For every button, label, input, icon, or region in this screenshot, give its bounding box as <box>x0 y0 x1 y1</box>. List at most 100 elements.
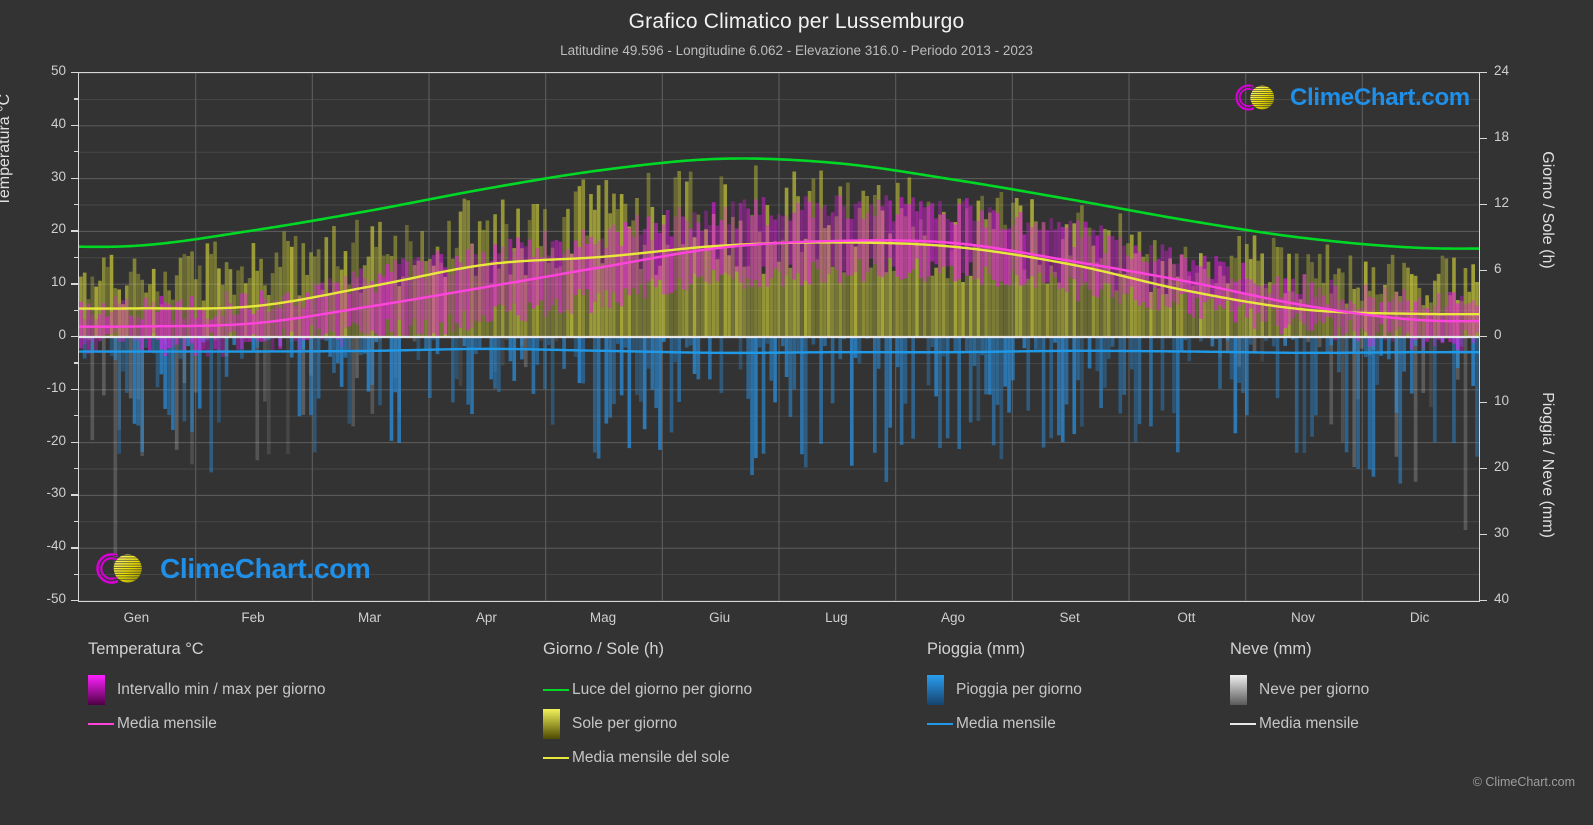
y-tick-mark-left-minor <box>74 573 78 575</box>
legend-item[interactable]: Neve per giorno <box>1230 673 1369 707</box>
y-axis-right-label-day: Giorno / Sole (h) <box>1539 151 1556 269</box>
legend-group-snow: Neve (mm) Neve per giorno Media mensile <box>1230 640 1369 741</box>
legend-line-sun <box>543 757 569 759</box>
y-tick-right-day: 18 <box>1494 129 1510 144</box>
y-tick-right-precip: 30 <box>1494 525 1510 540</box>
chart-header: Grafico Climatico per Lussemburgo Latitu… <box>0 0 1593 58</box>
y-tick-mark-left <box>71 72 78 74</box>
y-tick-right-precip: 20 <box>1494 459 1510 474</box>
climechart-mark <box>1235 83 1275 112</box>
legend-item[interactable]: Media mensile <box>1230 707 1369 741</box>
page-title: Grafico Climatico per Lussemburgo <box>628 10 965 33</box>
y-tick-mark-right <box>1480 402 1487 404</box>
y-tick-mark-left <box>71 230 78 232</box>
y-tick-mark-left <box>71 283 78 285</box>
y-tick-mark-right <box>1480 204 1487 206</box>
y-tick-mark-left-minor <box>74 204 78 206</box>
y-tick-mark-left <box>71 441 78 443</box>
x-tick-feb: Feb <box>241 610 265 625</box>
y-tick-right-day: 6 <box>1494 261 1502 276</box>
x-tick-lug: Lug <box>825 610 848 625</box>
y-tick-mark-right <box>1480 72 1487 74</box>
legend-swatch-rain <box>927 675 944 705</box>
copyright-notice: © ClimeChart.com <box>1472 775 1575 789</box>
legend-line-temperature <box>88 723 114 725</box>
legend-item[interactable]: Media mensile <box>88 707 325 741</box>
legend-title-snow: Neve (mm) <box>1230 640 1312 658</box>
monthly-curves-layer <box>79 157 1479 355</box>
y-tick-left: 50 <box>50 63 66 78</box>
y-tick-mark-right <box>1480 468 1487 470</box>
y-tick-mark-left-minor <box>74 256 78 258</box>
y-tick-left: -40 <box>46 538 66 554</box>
climechart-logo-watermark: ClimeChart.com <box>92 548 371 589</box>
y-tick-left: 10 <box>50 274 66 290</box>
y-tick-left: 0 <box>58 327 66 342</box>
chart-subtitle: Latitudine 49.596 - Longitudine 6.062 - … <box>560 43 1033 58</box>
y-tick-mark-left-minor <box>74 98 78 100</box>
y-tick-right-precip: 40 <box>1494 591 1510 606</box>
legend-line-wrap <box>543 689 569 691</box>
y-tick-mark-left-minor <box>74 415 78 417</box>
legend-label: Media mensile del sole <box>572 749 730 766</box>
y-tick-mark-left <box>71 336 78 338</box>
legend-item[interactable]: Luce del giorno per giorno <box>543 673 752 707</box>
y-tick-right-day: 12 <box>1494 195 1510 210</box>
legend-group-rain: Pioggia (mm) Pioggia per giorno Media mens… <box>927 640 1082 741</box>
climechart-logo-text: ClimeChart.com <box>1290 83 1470 111</box>
x-tick-set: Set <box>1059 610 1080 625</box>
legend-label: Intervallo min / max per giorno <box>117 681 326 698</box>
y-tick-left: 20 <box>50 221 66 237</box>
legend-item[interactable]: Pioggia per giorno <box>927 673 1082 707</box>
y-tick-left: -10 <box>46 379 66 395</box>
y-tick-mark-right <box>1480 534 1487 536</box>
y-tick-mark-right <box>1480 270 1487 272</box>
y-tick-right-day: 0 <box>1494 327 1502 342</box>
climechart-mark <box>96 552 142 585</box>
legend-swatch-snow <box>1230 675 1247 705</box>
legend-label: Neve per giorno <box>1259 681 1370 698</box>
y-tick-mark-left-minor <box>74 468 78 470</box>
legend-swatch-temperature <box>88 675 105 705</box>
chart-plot-area <box>78 72 1480 602</box>
legend-item[interactable]: Intervallo min / max per giorno <box>88 673 325 707</box>
daily-bars-layer <box>79 165 1479 567</box>
y-tick-left: -20 <box>46 432 66 448</box>
legend-swatch-sun <box>543 709 560 739</box>
y-tick-right-day: 24 <box>1494 63 1510 78</box>
legend-item[interactable]: Sole per giorno <box>543 707 752 741</box>
climechart-logo-text: ClimeChart.com <box>160 552 371 584</box>
legend-label: Luce del giorno per giorno <box>572 681 753 698</box>
x-tick-ott: Ott <box>1177 610 1196 625</box>
y-tick-mark-left-minor <box>74 362 78 364</box>
legend-label: Media mensile <box>1259 715 1359 732</box>
legend-group-sun: Giorno / Sole (h) Luce del giorno per gio… <box>543 640 752 775</box>
x-tick-dic: Dic <box>1409 610 1430 625</box>
x-tick-mag: Mag <box>589 610 617 625</box>
legend-item[interactable]: Media mensile del sole <box>543 741 752 775</box>
y-tick-mark-left <box>71 494 78 496</box>
y-tick-right-precip: 10 <box>1494 393 1510 408</box>
legend-label: Media mensile <box>956 715 1056 732</box>
y-tick-mark-left <box>71 124 78 127</box>
legend-label: Pioggia per giorno <box>956 681 1082 698</box>
legend-line-wrap <box>543 757 569 759</box>
legend-label: Media mensile <box>117 715 217 732</box>
x-tick-giu: Giu <box>709 610 731 625</box>
x-tick-gen: Gen <box>123 610 150 625</box>
legend-line-wrap <box>1230 723 1256 725</box>
legend-line-snow <box>1230 723 1256 725</box>
x-tick-nov: Nov <box>1290 610 1315 625</box>
y-tick-left: -50 <box>46 591 66 606</box>
y-tick-mark-left <box>71 547 78 549</box>
legend-label: Sole per giorno <box>572 715 678 732</box>
y-tick-mark-right <box>1480 336 1487 338</box>
legend-item[interactable]: Media mensile <box>927 707 1082 741</box>
y-tick-left: -30 <box>46 485 66 501</box>
legend-line-wrap <box>927 723 953 725</box>
y-tick-mark-left <box>71 600 78 602</box>
legend-title-rain: Pioggia (mm) <box>927 640 1026 658</box>
y-tick-mark-left-minor <box>74 151 78 153</box>
legend-title-temperature: Temperatura °C <box>88 640 204 658</box>
legend-line-sun <box>543 689 569 691</box>
